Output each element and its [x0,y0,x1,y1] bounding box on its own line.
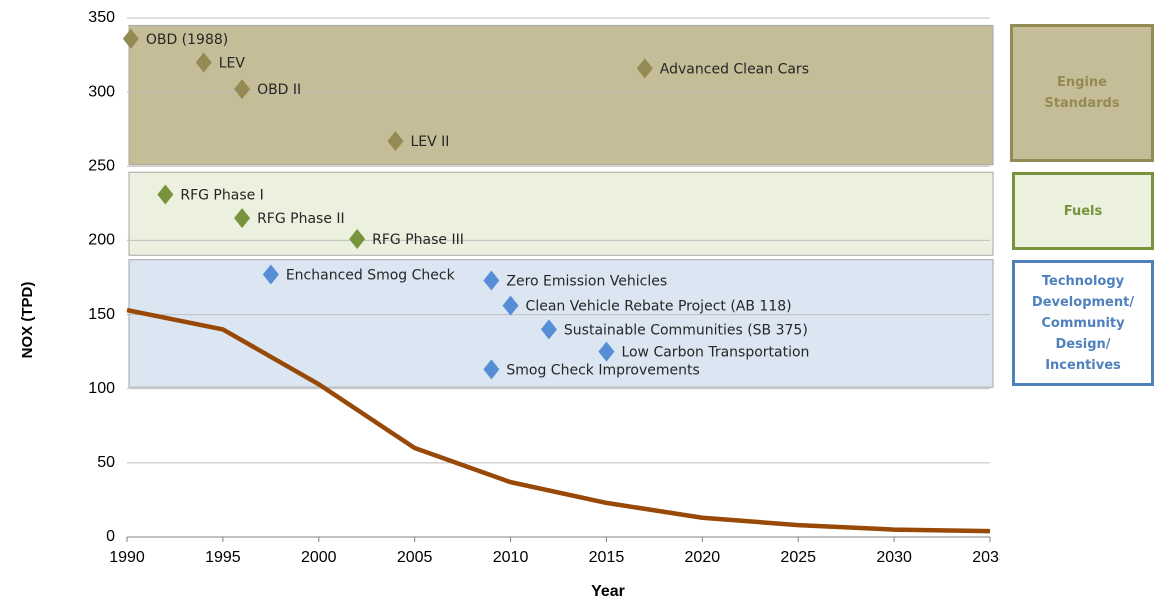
x-tick-label: 2015 [589,549,625,566]
x-tick-label: 2025 [780,549,816,566]
milestone-marker [636,58,653,79]
x-tick-label: 2005 [397,549,433,566]
milestone-label: RFG Phase III [372,232,464,248]
milestone-label: LEV II [410,134,449,150]
x-tick-label: 2010 [493,549,529,566]
y-tick-label: 50 [97,454,115,471]
milestone-marker [349,228,366,249]
milestone-marker [234,208,251,229]
y-tick-label: 0 [106,528,115,545]
milestone-label: Advanced Clean Cars [660,61,809,77]
milestone-label: OBD II [257,82,301,98]
milestone-marker [502,295,519,316]
y-tick-label: 100 [88,380,115,397]
milestone-marker [483,359,500,380]
milestone-marker [483,270,500,291]
milestone-label: OBD (1988) [146,32,228,48]
category-box: Fuels [1012,172,1154,250]
x-tick-label: 1990 [109,549,145,566]
milestone-marker [195,52,212,73]
milestone-marker [122,28,139,49]
milestone-label: RFG Phase II [257,211,345,227]
milestone-label: LEV [219,55,246,71]
y-tick-label: 350 [88,9,115,26]
category-band [128,24,994,166]
y-tick-label: 200 [88,232,115,249]
nox-line [126,307,991,534]
milestone-marker [157,184,174,205]
category-band [128,171,994,256]
x-tick-label: 2030 [876,549,912,566]
milestone-label: RFG Phase I [180,187,263,203]
milestone-marker [262,264,279,285]
category-box: Technology Development/ Community Design… [1012,260,1154,386]
milestone-label: Low Carbon Transportation [621,345,809,361]
y-tick-label: 300 [88,83,115,100]
chart: Year NOX (TPD) 0 50 100 150 200 250 300 350 1990… [19,9,1000,600]
milestone-marker [598,341,615,362]
x-tick-label: 2020 [685,549,721,566]
category-box: Engine Standards [1010,24,1154,162]
milestone-label: Clean Vehicle Rebate Project (AB 118) [526,299,792,315]
milestone-label: Sustainable Communities (SB 375) [564,322,808,338]
milestone-marker [540,319,557,340]
x-tick-label: 2000 [301,549,337,566]
y-axis-label: NOX (TPD) [19,282,36,359]
x-axis-label: Year [591,583,625,600]
x-tick-label: 2035 [972,549,1000,566]
y-tick-label: 150 [88,306,115,323]
y-tick-label: 250 [88,158,115,175]
milestone-marker [234,79,251,100]
milestone-label: Smog Check Improvements [506,362,699,378]
milestone-label: Zero Emission Vehicles [506,273,667,289]
x-tick-label: 1995 [205,549,241,566]
milestone-marker [387,131,404,152]
milestone-label: Enchanced Smog Check [286,268,456,284]
